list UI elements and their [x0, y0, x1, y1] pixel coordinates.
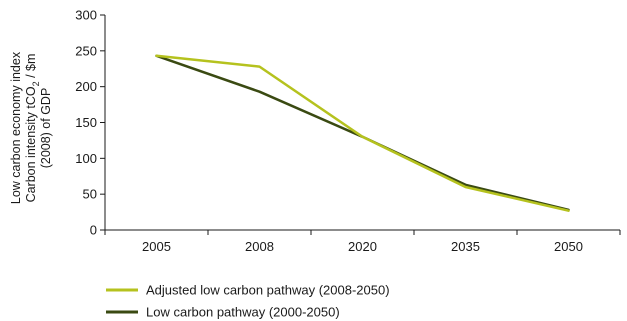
y-tick-label: 150 [75, 115, 97, 130]
series-lines [155, 54, 570, 212]
x-tick-label: 2050 [554, 239, 583, 254]
x-tick-label: 2020 [348, 239, 377, 254]
y-tick-label: 250 [75, 43, 97, 58]
y-tick-label: 0 [90, 223, 97, 238]
y-axis-title-line-2: Carbon intensity tCO2 / $m [24, 54, 41, 203]
legend-label-2: Low carbon pathway (2000-2050) [146, 305, 340, 320]
y-axis-title-line-1: Low carbon economy index [9, 51, 23, 204]
x-tick-label: 2035 [451, 239, 480, 254]
series-line-1 [155, 54, 570, 212]
y-tick-label: 50 [83, 187, 97, 202]
y-axis-title: Low carbon economy index Carbon intensit… [9, 51, 53, 204]
y-tick-label: 100 [75, 151, 97, 166]
series-line-2 [155, 54, 570, 212]
x-tick-label: 2008 [245, 239, 274, 254]
y-tick-label: 300 [75, 8, 97, 23]
y-tick-label: 200 [75, 79, 97, 94]
y-axis-title-line-3: (2008) of GDP [39, 88, 53, 169]
legend-label-1: Adjusted low carbon pathway (2008-2050) [146, 283, 390, 298]
x-tick-label: 2005 [142, 239, 171, 254]
x-axis-ticks: 2005 2008 2020 2035 2050 [104, 230, 621, 254]
y-axis-ticks: 0 50 100 150 200 250 300 [75, 8, 105, 238]
legend: Adjusted low carbon pathway (2008-2050) L… [106, 283, 390, 320]
